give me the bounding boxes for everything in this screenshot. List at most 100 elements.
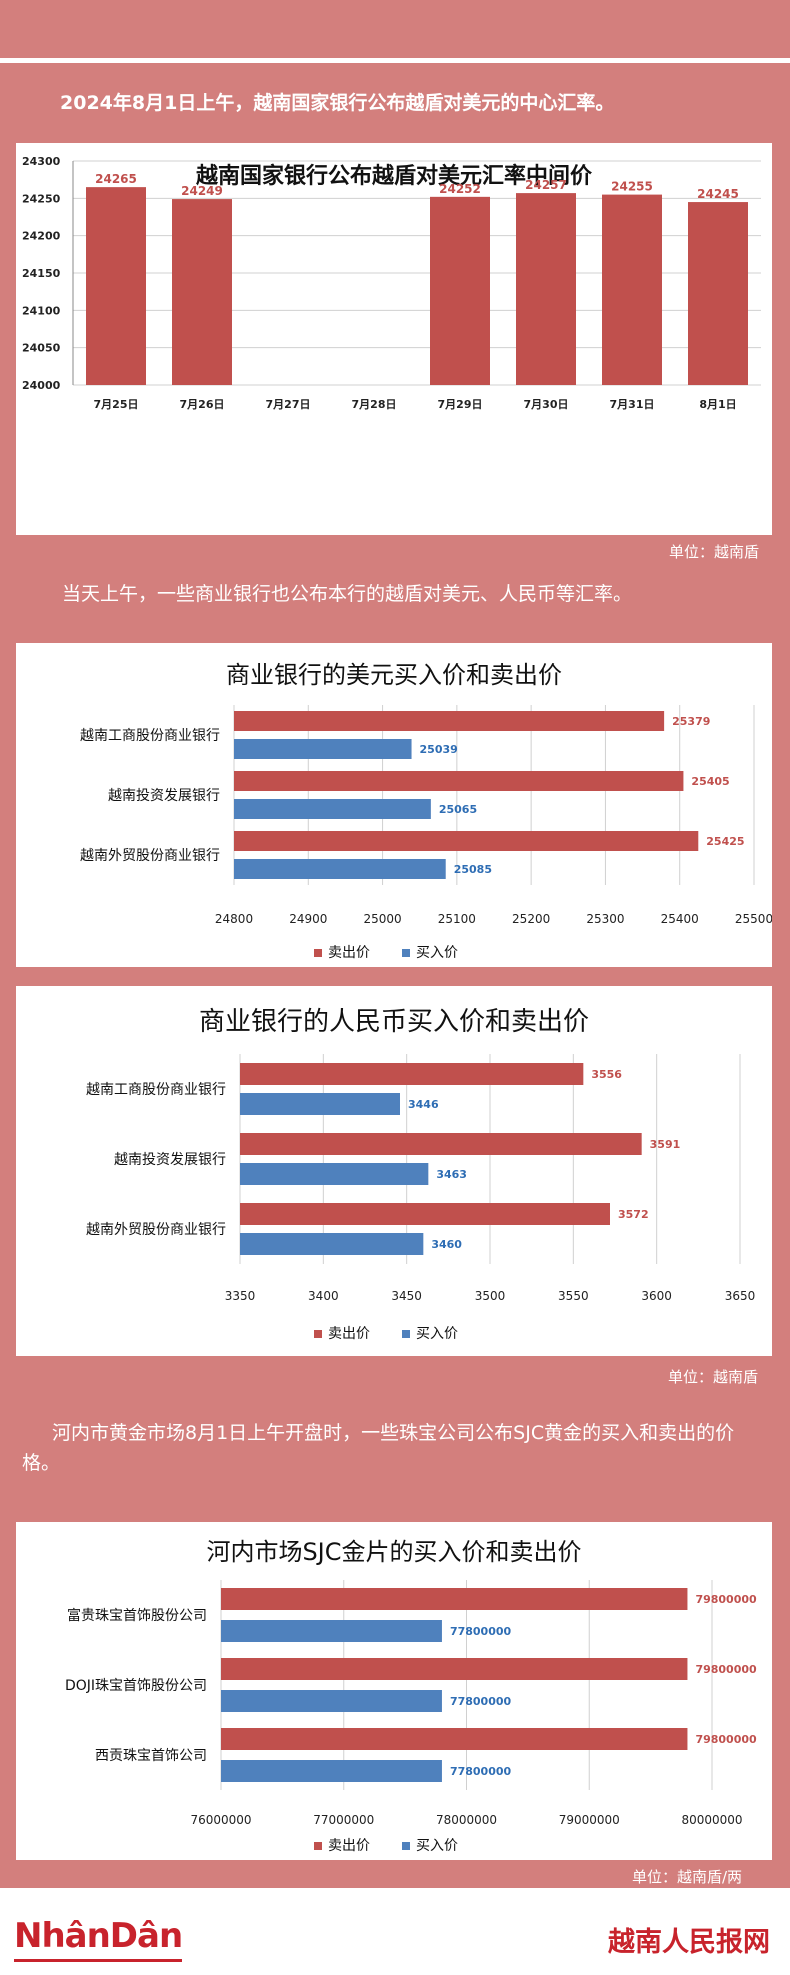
- y-tick-label: 24250: [22, 192, 61, 205]
- bar: [240, 1163, 429, 1185]
- x-tick-label: 7月25日: [94, 398, 139, 411]
- legend-swatch: [314, 1842, 322, 1850]
- x-tick-label: 25300: [586, 912, 624, 926]
- bar: [240, 1233, 424, 1255]
- unit-label-2: 单位：越南盾: [668, 1368, 759, 1386]
- x-tick-label: 77000000: [313, 1813, 374, 1827]
- data-label: 25085: [454, 863, 492, 876]
- data-label: 25425: [706, 835, 744, 848]
- x-tick-label: 25200: [512, 912, 550, 926]
- data-label: 79800000: [695, 1663, 757, 1676]
- x-tick-label: 3400: [308, 1289, 339, 1303]
- bar: [240, 1203, 610, 1225]
- data-label: 24265: [95, 172, 137, 186]
- x-tick-label: 3350: [225, 1289, 256, 1303]
- data-label: 25379: [672, 715, 710, 728]
- x-tick-label: 8月1日: [699, 398, 736, 411]
- chart-title: 商业银行的美元买入价和卖出价: [226, 661, 562, 689]
- data-label: 24249: [181, 184, 223, 198]
- x-tick-label: 80000000: [681, 1813, 742, 1827]
- x-tick-label: 3550: [558, 1289, 589, 1303]
- legend-label: 卖出价: [328, 1838, 370, 1854]
- data-label: 3460: [431, 1238, 462, 1251]
- x-tick-label: 3500: [475, 1289, 506, 1303]
- bar: [430, 196, 490, 385]
- legend-label: 买入价: [416, 945, 458, 961]
- category-label: 越南工商股份商业银行: [86, 1082, 226, 1098]
- data-label: 24255: [611, 180, 653, 194]
- bar: [221, 1658, 688, 1680]
- nhandan-logo: NhânDân: [14, 1916, 183, 1962]
- chart-title: 越南国家银行公布越盾对美元汇率中间价: [195, 163, 593, 189]
- x-tick-label: 25500: [735, 912, 772, 926]
- footer: NhânDân 越南人民报网: [0, 1888, 790, 1975]
- data-label: 24252: [439, 182, 481, 196]
- x-tick-label: 7月29日: [438, 398, 483, 411]
- data-label: 79800000: [695, 1733, 757, 1746]
- x-tick-label: 25400: [661, 912, 699, 926]
- unit-label-3: 单位：越南盾/两: [632, 1868, 743, 1886]
- bar: [221, 1760, 442, 1782]
- usd-chart: 商业银行的美元买入价和卖出价 24800 24900 25000 25100 25200 2…: [80, 661, 773, 961]
- x-tick-label: 3450: [391, 1289, 422, 1303]
- legend-swatch: [314, 1330, 322, 1338]
- top-divider: [0, 58, 790, 63]
- data-label: 77800000: [450, 1765, 512, 1778]
- data-label: 24257: [525, 178, 567, 192]
- y-tick-label: 24300: [22, 155, 61, 168]
- x-tick-label: 7月26日: [180, 398, 225, 411]
- legend-swatch: [402, 1330, 410, 1338]
- data-label: 3591: [650, 1138, 681, 1151]
- legend-swatch: [402, 1842, 410, 1850]
- data-label: 3446: [408, 1098, 439, 1111]
- data-label: 25039: [420, 743, 458, 756]
- data-label: 3556: [591, 1068, 622, 1081]
- x-tick-label: 24900: [289, 912, 327, 926]
- legend-swatch: [402, 949, 410, 957]
- intro-text-3: 河内市黄金市场8月1日上午开盘时，一些珠宝公司公布SJC黄金的买入和卖出的价格。: [22, 1422, 735, 1474]
- x-tick-label: 7月30日: [524, 398, 569, 411]
- gold-chart: 河内市场SJC金片的买入价和卖出价 76000000 77000000 7800000…: [65, 1538, 757, 1854]
- chart-card-usd: 商业银行的美元买入价和卖出价 24800 24900 25000 25100 25200 2…: [16, 643, 773, 967]
- data-label: 79800000: [695, 1593, 757, 1606]
- category-label: 越南投资发展银行: [114, 1152, 226, 1168]
- x-tick-label: 7月31日: [610, 398, 655, 411]
- x-tick-label: 78000000: [436, 1813, 497, 1827]
- y-tick-label: 24050: [22, 342, 61, 355]
- bar: [86, 187, 146, 385]
- chart-card-cny: 商业银行的人民币买入价和卖出价 3350 3400 3450 3500 3550 3600 3…: [16, 986, 772, 1356]
- x-tick-label: 7月27日: [266, 398, 311, 411]
- category-label: 西贡珠宝首饰公司: [95, 1748, 207, 1764]
- chart-card-central-rate: 越南国家银行公布越盾对美元汇率中间价 24000 24050 24100 24150 24…: [16, 143, 772, 535]
- x-tick-label: 79000000: [559, 1813, 620, 1827]
- x-tick-label: 25000: [363, 912, 401, 926]
- data-label: 25065: [439, 803, 477, 816]
- bar: [240, 1133, 642, 1155]
- bar: [221, 1728, 688, 1750]
- bar: [234, 859, 446, 879]
- intro-text-1: 2024年8月1日上午，越南国家银行公布越盾对美元的中心汇率。: [60, 92, 615, 114]
- x-tick-label: 3600: [641, 1289, 672, 1303]
- category-label: DOJI珠宝首饰股份公司: [65, 1678, 207, 1694]
- x-tick-label: 25100: [438, 912, 476, 926]
- category-label: 富贵珠宝首饰股份公司: [67, 1607, 207, 1624]
- legend-swatch: [314, 949, 322, 957]
- legend-label: 卖出价: [328, 945, 370, 961]
- bar: [234, 771, 684, 791]
- cny-chart: 商业银行的人民币买入价和卖出价 3350 3400 3450 3500 3550 3600 3…: [86, 1007, 755, 1342]
- y-tick-label: 24100: [22, 304, 61, 317]
- y-tick-label: 24200: [22, 230, 61, 243]
- bar: [172, 199, 232, 385]
- chart-card-gold: 河内市场SJC金片的买入价和卖出价 76000000 77000000 7800000…: [16, 1522, 772, 1860]
- data-label: 77800000: [450, 1625, 512, 1638]
- data-label: 25405: [691, 775, 729, 788]
- bar: [234, 799, 431, 819]
- y-tick-label: 24150: [22, 267, 61, 280]
- category-label: 越南投资发展银行: [108, 788, 220, 804]
- category-label: 越南外贸股份商业银行: [86, 1222, 226, 1238]
- x-tick-label: 7月28日: [352, 398, 397, 411]
- x-tick-label: 76000000: [190, 1813, 251, 1827]
- bar: [221, 1690, 442, 1712]
- data-label: 3463: [436, 1168, 467, 1181]
- bar: [234, 711, 665, 731]
